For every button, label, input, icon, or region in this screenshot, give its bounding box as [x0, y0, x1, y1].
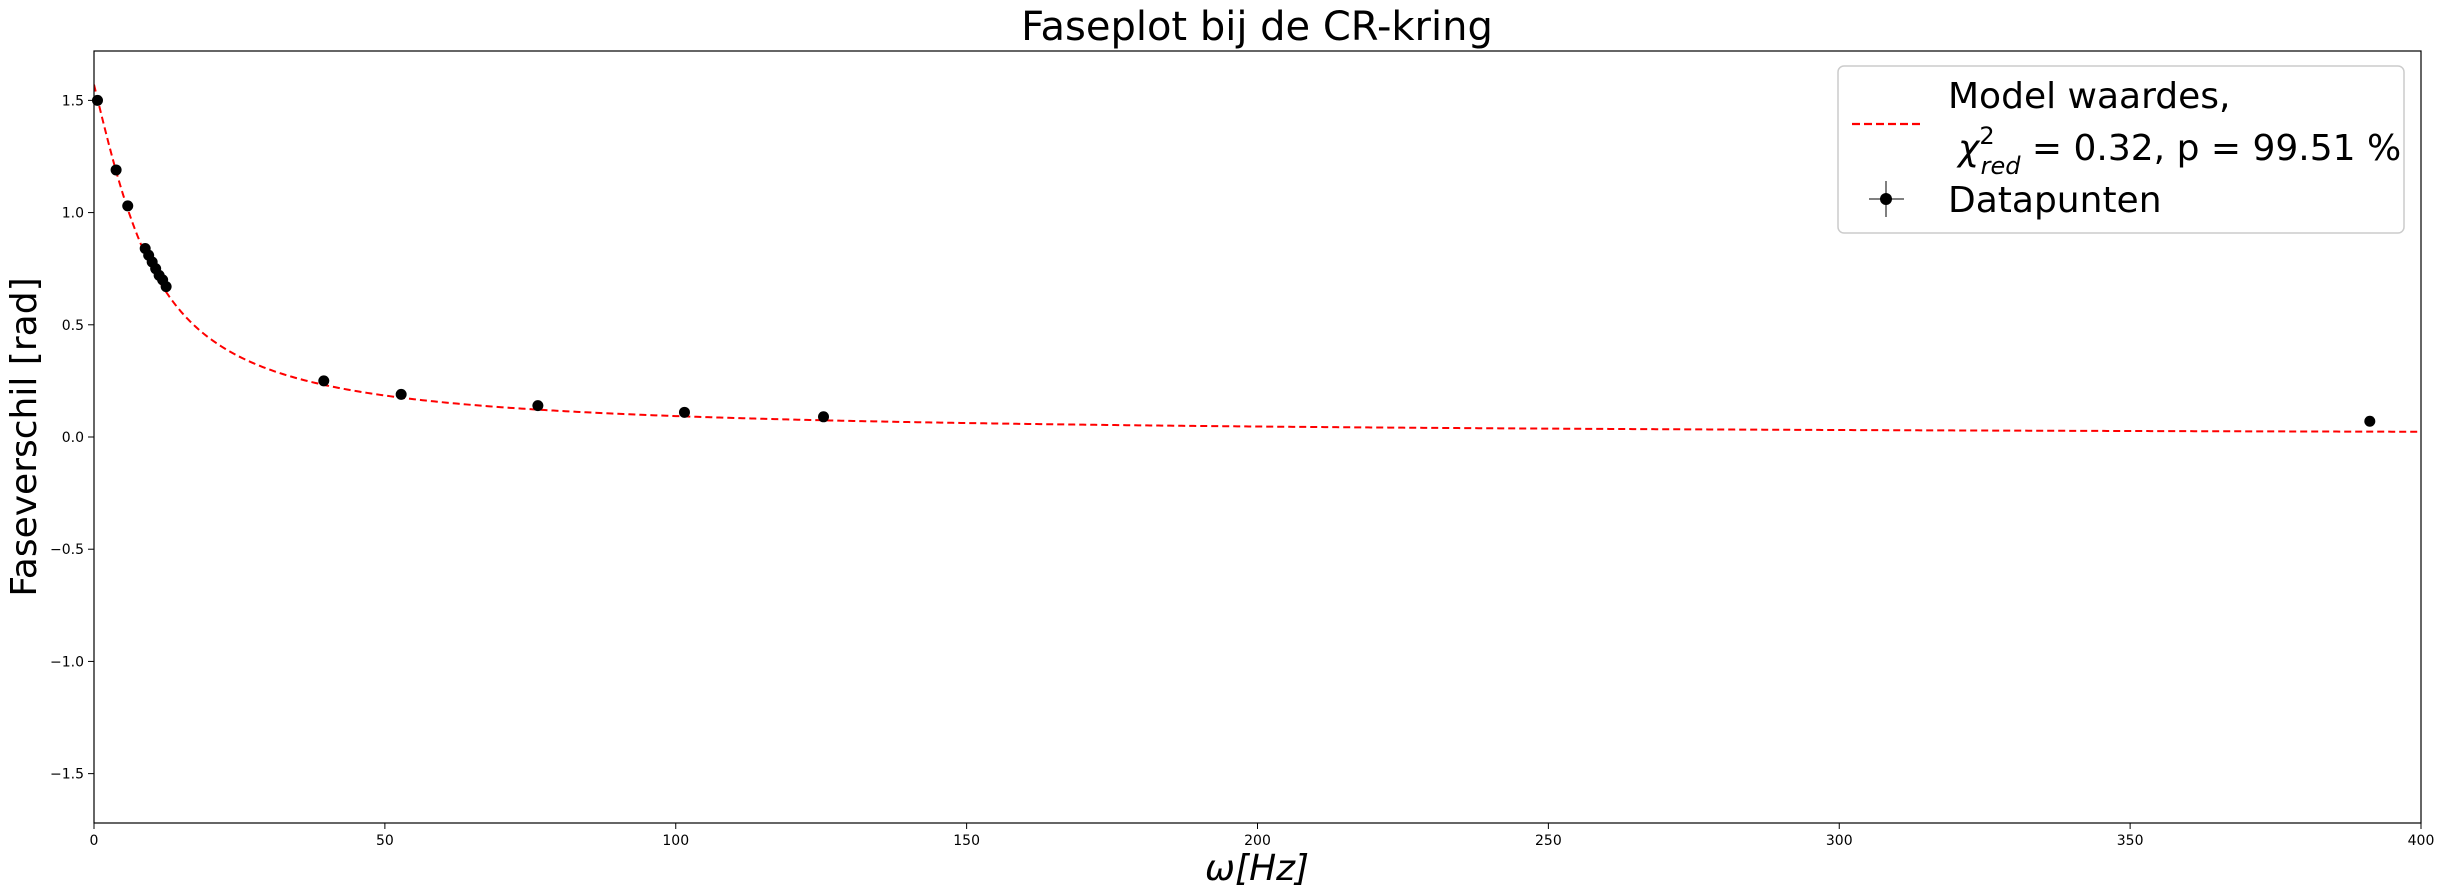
legend-chi-subscript: red [1981, 152, 2022, 180]
chart-title: Faseplot bij de CR-kring [1021, 4, 1493, 50]
legend-model-label-line2: χ2 red = 0.32, p = 99.51 % [1956, 122, 2401, 180]
x-tick-label: 50 [376, 833, 394, 849]
data-point [532, 400, 544, 412]
y-axis-ticks: −1.5 −1.0 −0.5 0.0 0.5 1.0 1.5 [50, 93, 94, 783]
legend-box [1837, 65, 2405, 234]
x-tick-label: 0 [90, 833, 99, 849]
legend-data-label: Datapunten [1948, 180, 2162, 221]
data-point [2364, 415, 2376, 427]
data-point [160, 281, 172, 293]
y-tick-label: 1.0 [62, 206, 84, 222]
y-tick-label: 1.5 [62, 93, 84, 109]
legend-model-label-line1: Model waardes, [1948, 76, 2230, 117]
legend-chi-rest: = 0.32, p = 99.51 % [2020, 128, 2401, 169]
x-tick-label: 300 [1826, 833, 1853, 849]
legend: Model waardes, χ2 red = 0.32, p = 99.51 %… [1837, 65, 2405, 234]
data-point [318, 375, 330, 387]
model-curve-layer [94, 84, 2421, 433]
x-tick-label: 100 [662, 833, 689, 849]
y-tick-label: −1.0 [50, 654, 84, 670]
model-curve [94, 84, 2421, 433]
y-tick-label: 0.5 [62, 318, 84, 334]
legend-chi-superscript: 2 [1979, 122, 1994, 150]
data-point [395, 388, 407, 400]
x-axis-ticks: 0 50 100 150 200 250 300 350 400 [90, 823, 2435, 849]
x-tick-label: 400 [2408, 833, 2435, 849]
x-tick-label: 200 [1244, 833, 1271, 849]
x-axis-label: ω[Hz] [1205, 848, 1309, 889]
plot-area: 0 50 100 150 200 250 300 350 400 −1.5 −1.0 −0.5 0.0… [50, 50, 2435, 849]
legend-data-swatch [1869, 181, 1904, 217]
y-tick-label: −1.5 [50, 767, 84, 783]
data-point [818, 411, 830, 423]
data-points-layer [91, 94, 2376, 427]
x-tick-label: 350 [2117, 833, 2144, 849]
data-point [91, 94, 103, 106]
data-point [110, 164, 122, 176]
y-axis-label: Faseverschil [rad] [4, 277, 45, 596]
y-tick-label: 0.0 [62, 430, 84, 446]
data-point [678, 406, 690, 418]
legend-chi-symbol: χ [1956, 128, 1981, 169]
data-point [122, 200, 134, 212]
x-tick-label: 150 [953, 833, 980, 849]
x-tick-label: 250 [1535, 833, 1562, 849]
y-tick-label: −0.5 [50, 542, 84, 558]
